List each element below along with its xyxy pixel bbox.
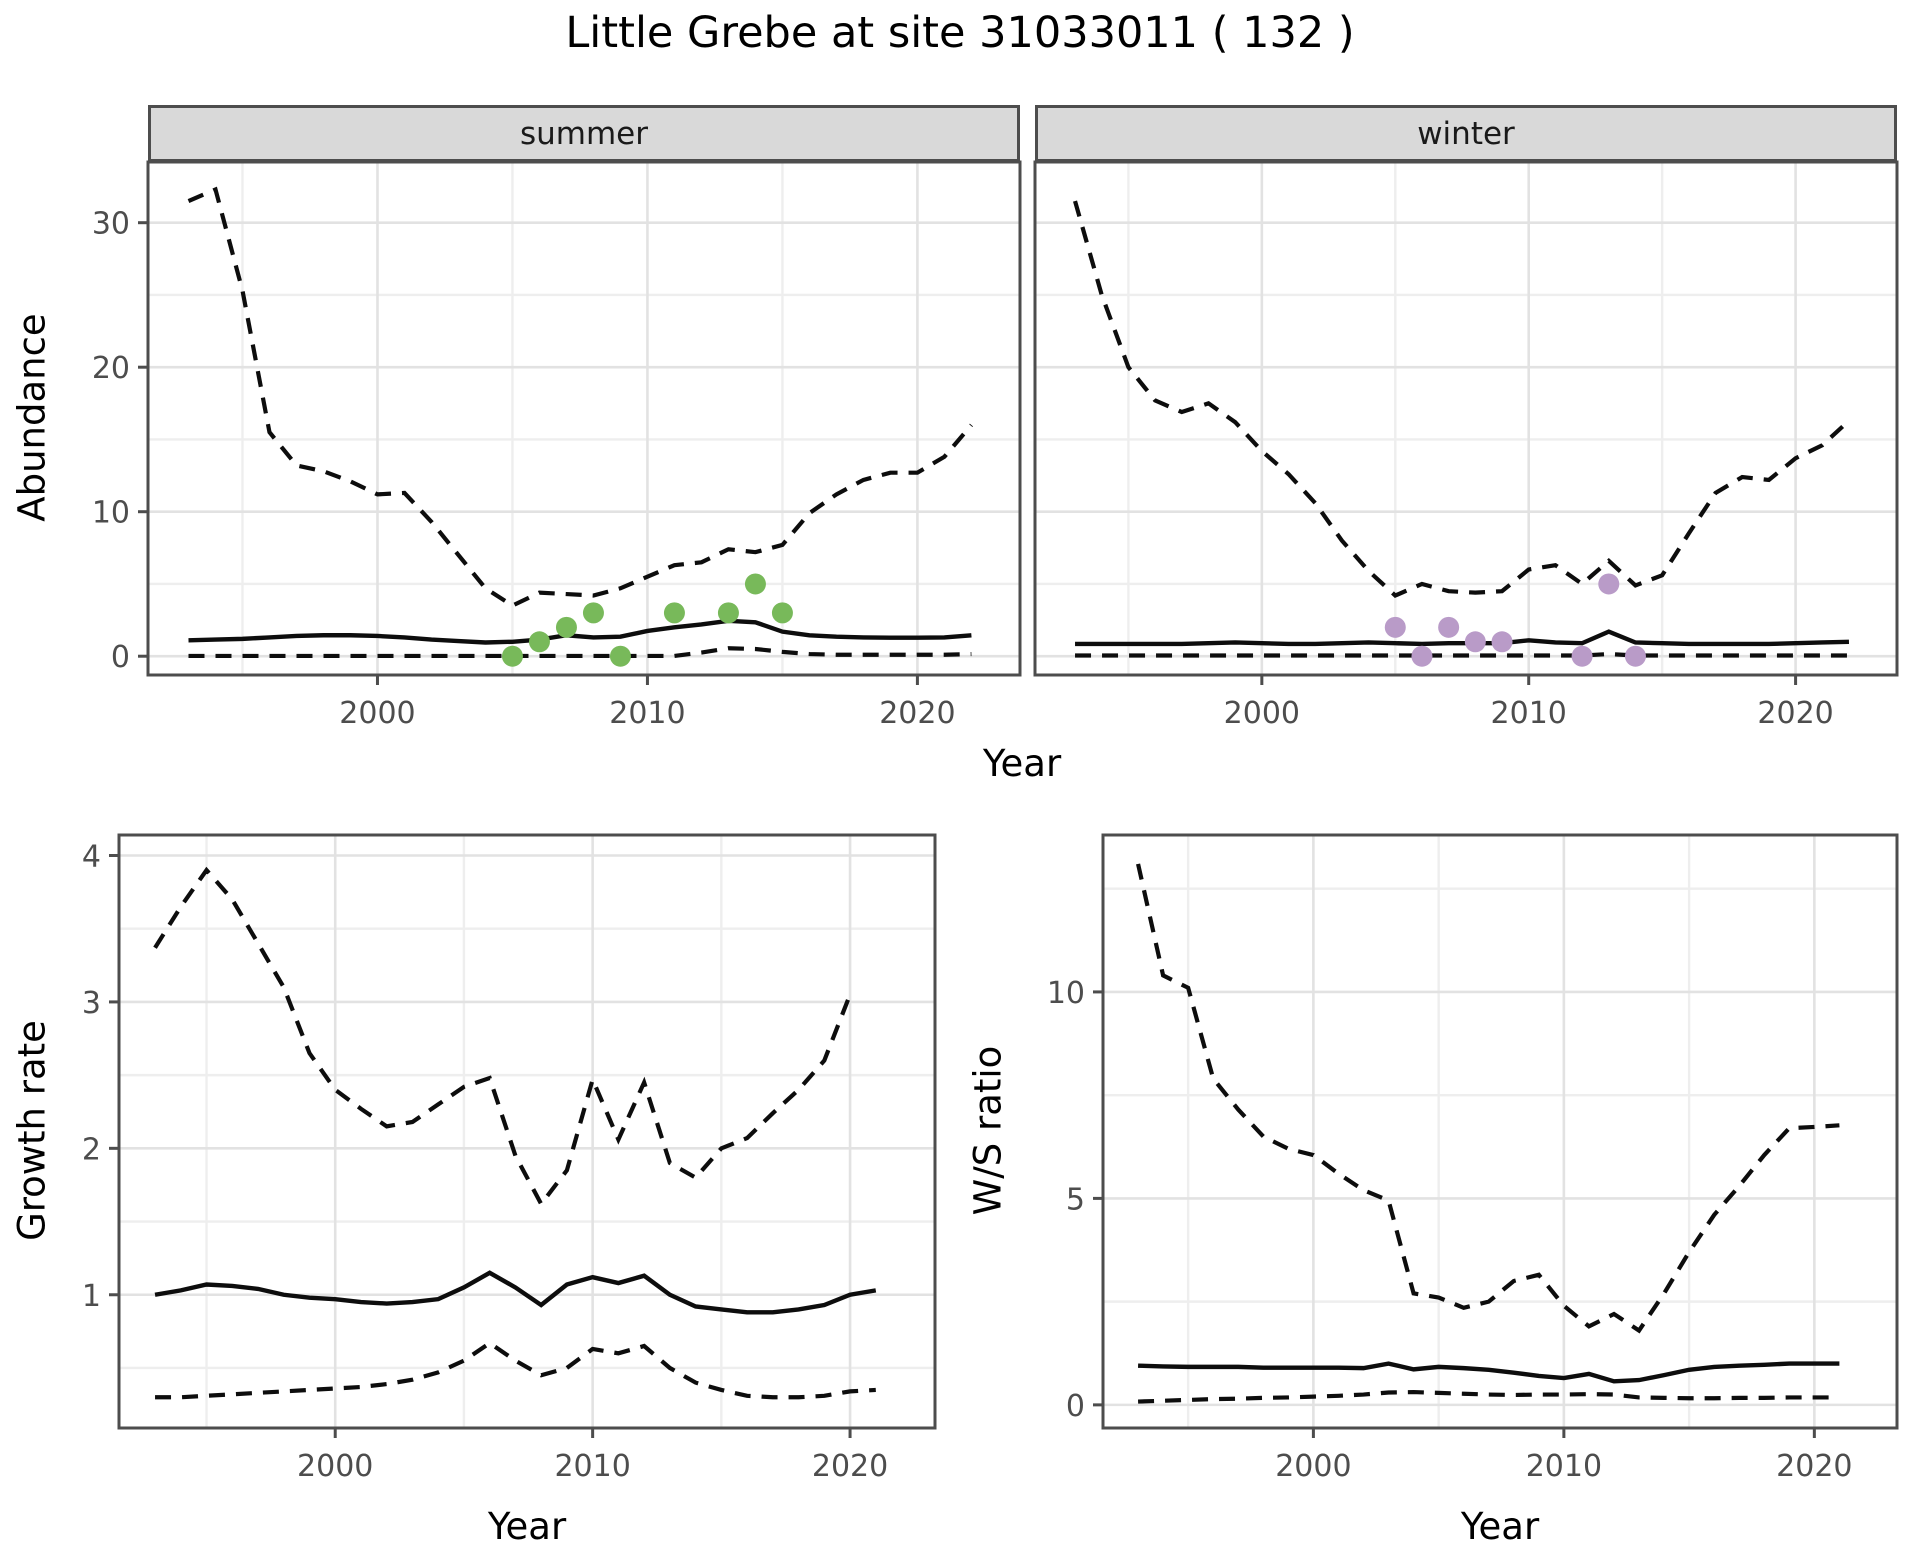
x-tick-label: 2020 — [1776, 1449, 1852, 1484]
data-point-observed_summer — [555, 616, 577, 638]
facet-label-summer: summer — [519, 115, 648, 152]
series-upper_ci — [1073, 200, 1851, 598]
data-point-observed_summer — [609, 645, 631, 667]
y-tick-label: 4 — [82, 839, 101, 874]
y-tick-label: 20 — [92, 351, 130, 386]
data-point-observed_winter — [1624, 645, 1646, 667]
x-tick-label: 2020 — [1757, 696, 1833, 731]
x-tick-label: 2010 — [554, 1449, 630, 1484]
series-lower_ci — [188, 646, 972, 659]
y-tick-label: 0 — [111, 640, 130, 675]
data-point-observed_summer — [582, 602, 604, 624]
facet-strip-winter: winter — [1035, 105, 1897, 162]
data-point-observed_winter — [1438, 616, 1460, 638]
x-axis-title-year-bottom-right: Year — [1460, 1505, 1540, 1548]
data-point-observed_winter — [1411, 645, 1433, 667]
panel-abundance-winter: 2000 2010 2020 — [1033, 160, 1899, 731]
y-tick-label: 5 — [1066, 1182, 1085, 1217]
panel-border — [1033, 160, 1899, 677]
panel-abundance-summer: 2000 2010 2020 0 10 20 30 — [92, 160, 1022, 731]
facet-strip-summer: summer — [148, 105, 1020, 162]
y-tick-label: 2 — [82, 1132, 101, 1167]
x-tick-label: 2000 — [297, 1449, 373, 1484]
panel-ws-ratio: 2000 2010 2020 0 5 10 — [1047, 833, 1899, 1484]
series-lower_ci — [1075, 651, 1849, 658]
x-tick-label: 2000 — [339, 696, 415, 731]
x-tick-label: 2020 — [812, 1449, 888, 1484]
series-lower_ci — [1137, 1389, 1840, 1404]
data-point-observed_winter — [1491, 631, 1513, 653]
y-tick-label: 1 — [82, 1279, 101, 1314]
data-point-observed_summer — [744, 573, 766, 595]
series-upper_ci — [1136, 863, 1840, 1334]
x-tick-label: 2000 — [1275, 1449, 1351, 1484]
y-tick-label: 3 — [82, 986, 101, 1021]
data-point-observed_summer — [663, 602, 685, 624]
data-point-observed_winter — [1571, 645, 1593, 667]
x-tick-label: 2010 — [1491, 696, 1567, 731]
y-tick-label: 0 — [1066, 1389, 1085, 1424]
panel-border — [117, 833, 937, 1430]
panel-border — [146, 160, 1022, 677]
data-point-observed_summer — [528, 631, 550, 653]
data-point-observed_winter — [1598, 573, 1620, 595]
series-median — [154, 1270, 877, 1315]
series-median — [1137, 1361, 1840, 1384]
y-tick-label: 10 — [92, 496, 130, 531]
panel-growth-rate: 2000 2010 2020 1 2 3 4 — [82, 833, 937, 1484]
data-point-observed_summer — [771, 602, 793, 624]
series-median — [1075, 629, 1850, 647]
y-tick-label: 10 — [1047, 976, 1085, 1011]
x-axis-title-year-bottom-left: Year — [487, 1505, 567, 1548]
x-axis-title-year-top: Year — [982, 742, 1062, 785]
chart-title: Little Grebe at site 31033011 ( 132 ) — [565, 8, 1355, 58]
data-point-observed_summer — [501, 645, 523, 667]
data-point-observed_winter — [1384, 616, 1406, 638]
data-point-observed_summer — [717, 602, 739, 624]
x-tick-label: 2010 — [1526, 1449, 1602, 1484]
x-tick-label: 2010 — [609, 696, 685, 731]
y-tick-label: 30 — [92, 207, 130, 242]
series-median — [188, 618, 972, 645]
series-upper_ci — [153, 866, 853, 1208]
x-tick-label: 2000 — [1224, 696, 1300, 731]
data-point-observed_winter — [1464, 631, 1486, 653]
series-lower_ci — [155, 1340, 876, 1400]
series-upper_ci — [187, 186, 974, 609]
x-tick-label: 2020 — [879, 696, 955, 731]
panel-border — [1101, 833, 1899, 1430]
facet-label-winter: winter — [1417, 115, 1515, 152]
